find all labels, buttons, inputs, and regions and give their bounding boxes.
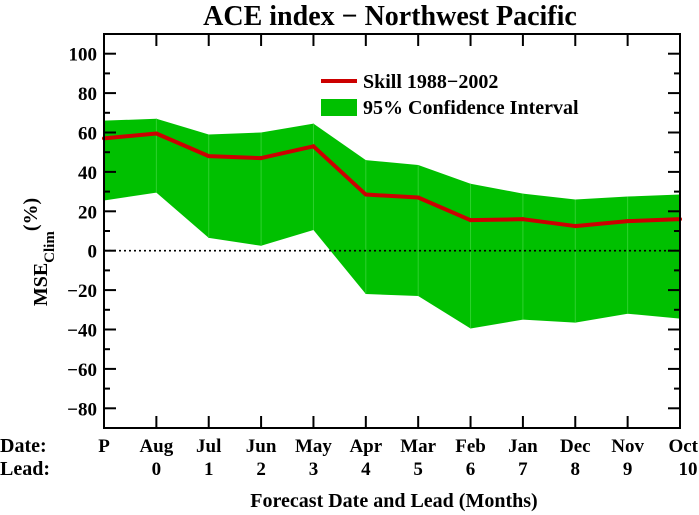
x-tick-label-date: Jun bbox=[246, 436, 277, 457]
lead-row-label: Lead: bbox=[0, 458, 50, 480]
x-tick-label-lead: 4 bbox=[361, 459, 371, 480]
confidence-interval-band bbox=[104, 118, 680, 329]
x-axis-title: Forecast Date and Lead (Months) bbox=[250, 490, 537, 512]
chart-title: ACE index − Northwest Pacific bbox=[203, 1, 577, 32]
y-axis-ticks: 100 80 60 40 20 0 −20 −40 −60 −80 bbox=[67, 33, 680, 429]
x-tick-label-date: May bbox=[295, 436, 332, 457]
confidence-band-seams bbox=[155, 118, 629, 329]
x-tick-label-lead: 8 bbox=[571, 459, 581, 480]
y-tick-label: 20 bbox=[78, 202, 97, 223]
y-tick-label: 80 bbox=[78, 84, 97, 105]
x-tick-label-lead: 1 bbox=[204, 459, 214, 480]
y-tick-label: −60 bbox=[67, 360, 97, 381]
y-tick-label: 40 bbox=[78, 163, 97, 184]
y-axis-label-main: MSE bbox=[30, 263, 52, 306]
y-axis-label-subscript: Clim bbox=[42, 231, 58, 263]
x-tick-label-date: Jul bbox=[196, 436, 221, 457]
x-tick-label-date: Jan bbox=[508, 436, 538, 457]
skill-point bbox=[520, 217, 525, 222]
x-tick-label-date: Mar bbox=[400, 436, 436, 457]
x-tick-label-lead: 0 bbox=[152, 459, 162, 480]
y-tick-label: −40 bbox=[67, 321, 97, 342]
skill-point bbox=[573, 224, 578, 229]
y-axis-label-unit: (%) bbox=[20, 198, 42, 231]
y-tick-label: 100 bbox=[69, 45, 98, 66]
skill-point bbox=[259, 156, 264, 161]
y-tick-label: −80 bbox=[67, 399, 97, 420]
skill-series-line bbox=[103, 131, 681, 229]
legend-skill-label: Skill 1988−2002 bbox=[363, 71, 498, 93]
svg-text:MSEClim(%): MSEClim(%) bbox=[20, 198, 58, 306]
legend-ci-swatch bbox=[321, 99, 357, 116]
skill-point bbox=[206, 154, 211, 159]
x-tick-label-date: Aug bbox=[139, 436, 173, 457]
skill-point bbox=[468, 218, 473, 223]
x-tick-label-lead: 7 bbox=[518, 459, 528, 480]
skill-point bbox=[625, 219, 630, 224]
x-tick-label-lead: 2 bbox=[256, 459, 266, 480]
x-tick-label-date: Apr bbox=[349, 436, 382, 457]
skill-point bbox=[416, 195, 421, 200]
x-tick-label-lead: 6 bbox=[466, 459, 476, 480]
x-tick-label-lead: 9 bbox=[623, 459, 633, 480]
skill-point bbox=[311, 144, 316, 149]
x-tick-label-date: Nov bbox=[611, 436, 644, 457]
x-tick-label-date: P bbox=[98, 436, 110, 457]
y-tick-label: 0 bbox=[88, 242, 98, 263]
x-tick-label-date: Dec bbox=[560, 436, 591, 457]
plot-area bbox=[102, 118, 682, 329]
y-tick-label: −20 bbox=[67, 281, 97, 302]
x-tick-label-date: Oct bbox=[668, 436, 698, 457]
date-row-label: Date: bbox=[0, 435, 47, 457]
x-tick-label-lead: 3 bbox=[309, 459, 319, 480]
skill-point bbox=[154, 131, 159, 136]
skill-point bbox=[363, 192, 368, 197]
y-tick-label: 60 bbox=[78, 124, 97, 145]
y-axis-label: MSEClim(%) bbox=[20, 198, 58, 306]
legend-ci-label: 95% Confidence Interval bbox=[363, 97, 579, 119]
x-tick-label-lead: 5 bbox=[413, 459, 423, 480]
x-tick-label-date: Feb bbox=[455, 436, 486, 457]
legend: Skill 1988−2002 95% Confidence Interval bbox=[321, 71, 579, 119]
x-tick-label-lead: 10 bbox=[679, 459, 698, 480]
